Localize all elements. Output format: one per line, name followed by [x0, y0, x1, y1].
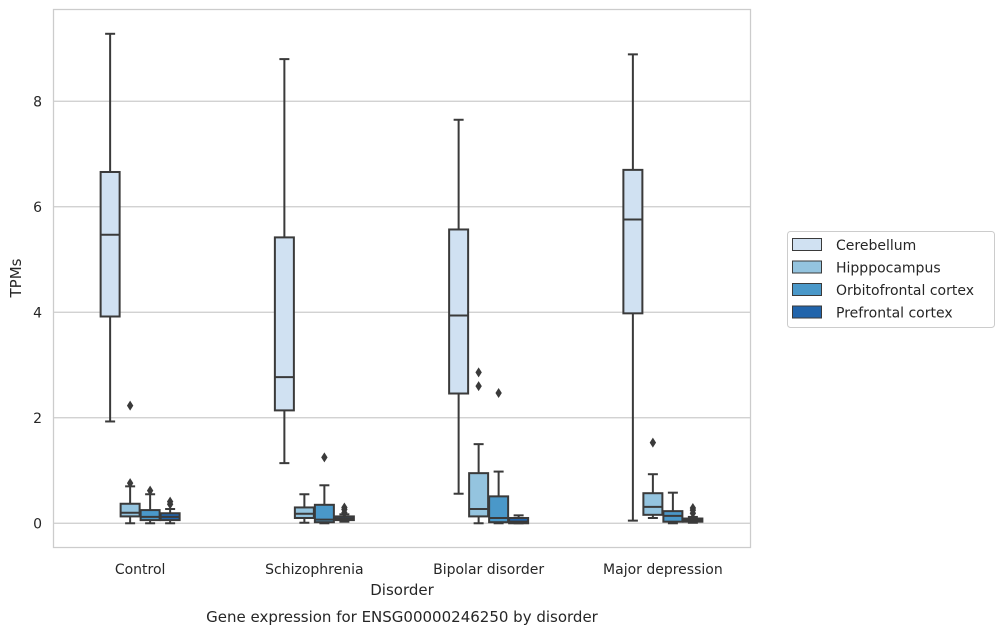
legend-label: Orbitofrontal cortex — [836, 283, 974, 299]
box-iqr — [508, 516, 530, 525]
legend-label: Prefrontal cortex — [836, 306, 953, 322]
y-axis-label: TPMs — [7, 258, 25, 298]
x-tick-label: Control — [115, 562, 166, 578]
x-axis-label: Disorder — [370, 581, 434, 599]
box-iqr — [293, 506, 315, 519]
y-tick-label: 8 — [33, 94, 42, 110]
outlier-point — [126, 400, 134, 411]
box-hipppocampus — [642, 437, 664, 519]
outlier-point — [649, 437, 657, 448]
box-iqr — [99, 170, 121, 318]
box-prefrontal-cortex — [508, 514, 530, 525]
y-tick-label: 4 — [33, 305, 42, 321]
box-iqr — [273, 236, 295, 412]
x-tick-labels: Control Schizophrenia Bipolar disorder Majo… — [115, 562, 723, 578]
legend-frame — [787, 231, 995, 328]
legend-swatch — [792, 305, 822, 319]
outlier-point — [146, 485, 154, 496]
box-prefrontal-cortex — [682, 502, 704, 524]
outlier-point — [341, 502, 348, 513]
y-tick-label: 6 — [33, 200, 42, 216]
legend-label: Cerebellum — [836, 238, 916, 254]
outlier-point — [495, 387, 502, 398]
y-tick-labels: 0 2 4 6 8 — [33, 94, 42, 532]
legend-swatch — [792, 283, 822, 296]
box-cerebellum — [99, 32, 121, 423]
box-iqr — [448, 228, 470, 395]
box-iqr — [642, 492, 664, 516]
box-iqr — [119, 502, 141, 518]
box-orbitofrontal-cortex — [662, 491, 684, 525]
outlier-point — [475, 381, 482, 392]
outlier-point — [166, 496, 174, 507]
outlier-point — [475, 367, 482, 378]
box-cerebellum — [273, 58, 295, 465]
box-hipppocampus — [293, 493, 315, 524]
outlier-point — [321, 452, 328, 463]
legend-swatch — [792, 238, 822, 251]
legend: Cerebellum Hipppocampus Orbitofrontal cort… — [787, 231, 995, 328]
chart-caption: Gene expression for ENSG00000246250 by d… — [206, 608, 599, 626]
x-tick-label: Bipolar disorder — [433, 562, 544, 578]
box-orbitofrontal-cortex — [313, 452, 335, 525]
box-iqr — [313, 503, 335, 524]
plot-frame — [52, 8, 752, 549]
outlier-point — [689, 502, 697, 513]
x-tick-label: Major depression — [603, 562, 723, 578]
outlier-point — [126, 478, 134, 489]
box-iqr — [622, 168, 644, 315]
y-tick-label: 0 — [33, 516, 42, 532]
box-iqr — [488, 495, 510, 524]
y-gridlines — [53, 100, 750, 524]
box-cerebellum — [448, 118, 470, 495]
box-iqr — [139, 509, 161, 522]
box-iqr — [468, 472, 490, 518]
legend-swatch — [792, 260, 822, 274]
box-groups — [99, 32, 704, 525]
box-prefrontal-cortex — [159, 496, 181, 525]
box-orbitofrontal-cortex — [488, 387, 510, 525]
box-hipppocampus — [468, 367, 490, 525]
y-tick-label: 2 — [33, 411, 42, 427]
box-prefrontal-cortex — [333, 502, 355, 523]
box-hipppocampus — [119, 400, 141, 525]
legend-label: Hipppocampus — [836, 261, 941, 277]
x-tick-label: Schizophrenia — [265, 562, 363, 578]
box-orbitofrontal-cortex — [139, 485, 161, 525]
box-cerebellum — [622, 53, 644, 522]
